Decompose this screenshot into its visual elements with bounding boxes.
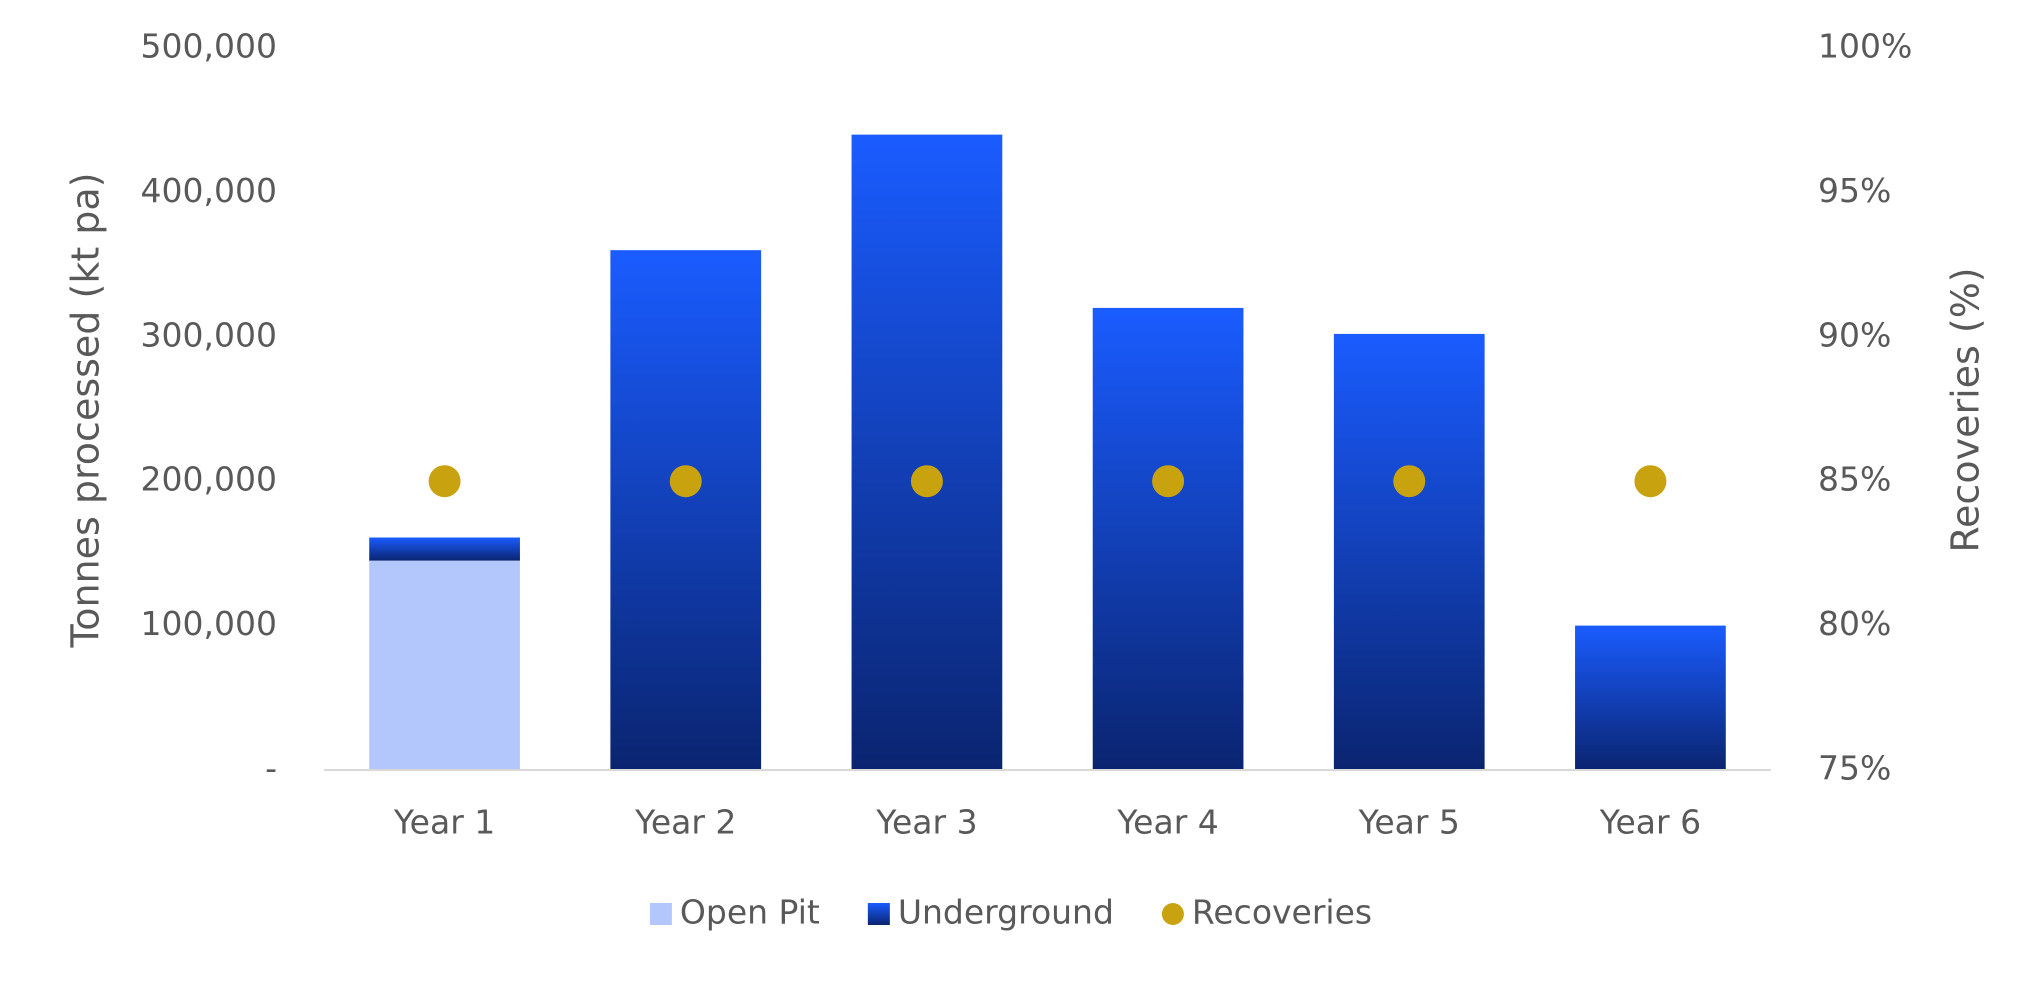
y-tick-label: 200,000 (141, 460, 277, 499)
y-tick-label: - (265, 749, 277, 788)
bar (1333, 333, 1485, 770)
recovery-dot (1393, 465, 1426, 498)
y-tick-label: 500,000 (141, 27, 277, 66)
bar (369, 560, 520, 770)
x-tick-label: Year 1 (393, 803, 495, 842)
bar (851, 134, 1003, 770)
y-tick-label: 300,000 (141, 315, 277, 354)
x-tick-label: Year 3 (875, 803, 977, 842)
recovery-dot (428, 465, 461, 498)
x-tick-label: Year 2 (634, 803, 736, 842)
y2-axis-title: Recoveries (%) (1944, 267, 1988, 552)
x-tick-label: Year 6 (1599, 803, 1701, 842)
legend-marker (649, 903, 672, 925)
legend-label: Recoveries (1192, 893, 1372, 932)
recovery-dot (910, 465, 943, 498)
y2-tick-label: 80% (1818, 604, 1891, 643)
recovery-dot (1152, 465, 1185, 498)
y-tick-label: 400,000 (141, 171, 277, 210)
y2-tick-label: 90% (1818, 315, 1891, 354)
bar (369, 537, 520, 561)
y2-tick-label: 85% (1818, 460, 1891, 499)
recovery-dot (1634, 465, 1667, 498)
y-axis-title: Tonnes processed (kt pa) (64, 172, 108, 648)
bar (1092, 307, 1244, 770)
y-tick-label: 100,000 (141, 604, 277, 643)
legend-label: Underground (898, 893, 1114, 932)
bar (1575, 625, 1726, 770)
x-tick-label: Year 5 (1358, 803, 1460, 842)
x-tick-label: Year 4 (1116, 803, 1218, 842)
legend-label: Open Pit (680, 893, 820, 932)
legend-marker (1161, 903, 1184, 925)
y2-tick-label: 75% (1818, 749, 1891, 788)
y2-tick-label: 95% (1818, 171, 1891, 210)
legend-marker (867, 903, 890, 925)
recovery-dot (669, 465, 702, 498)
bar (610, 250, 762, 770)
y2-tick-label: 100% (1818, 27, 1912, 66)
